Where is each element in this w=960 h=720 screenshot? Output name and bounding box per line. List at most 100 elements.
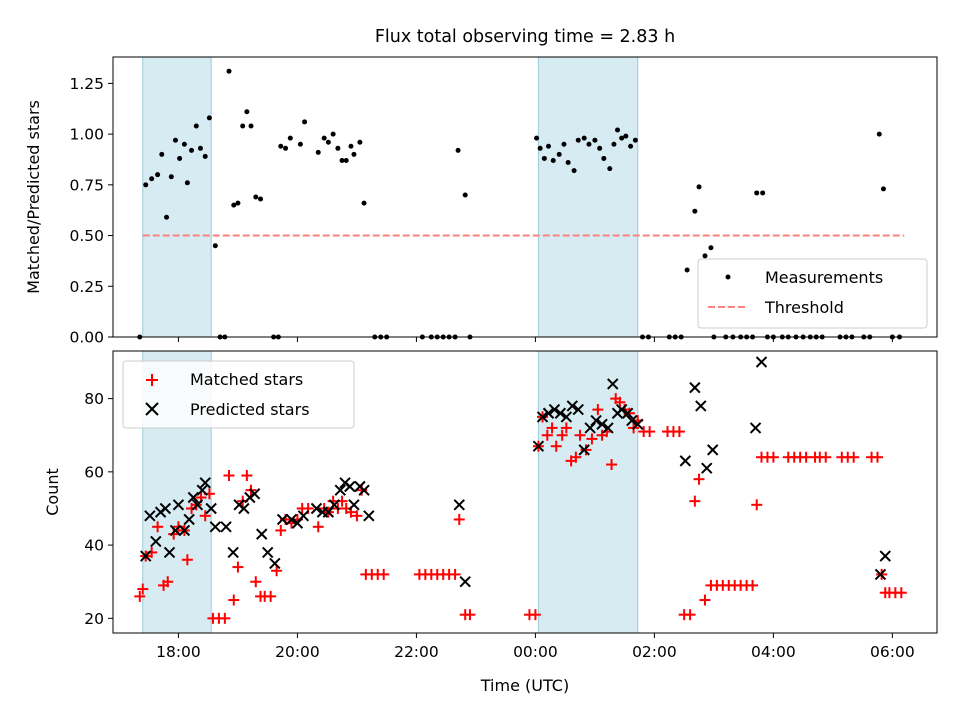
y-tick-label: 80 [84,390,104,408]
matched-star-point [592,404,604,416]
legend-label-measurements: Measurements [765,268,883,287]
x-tick-label: 02:00 [632,643,677,661]
matched-star-point [673,426,685,438]
measurement-point [561,141,567,147]
measurement-point [206,115,212,121]
measurement-point [283,145,289,151]
y-tick-label: 1.25 [69,75,104,93]
x-axis-ticks-top [177,337,893,342]
measurement-point [155,172,161,178]
measurement-point [315,149,321,155]
measurement-point [455,147,461,153]
predicted-star-point [596,418,608,430]
matched-star-point [453,513,465,525]
matched-star-point [219,612,231,624]
measurement-point [565,160,571,166]
predicted-star-point [749,422,762,434]
matched-star-point [751,499,763,511]
predicted-star-point [453,499,465,511]
measurement-point [181,141,187,147]
predicted-star-point [297,510,310,522]
matched-star-point [356,484,368,496]
matched-star-point [162,576,174,588]
matched-star-point [560,422,572,434]
matched-star-point [580,444,592,456]
measurement-point [615,127,621,133]
measurement-point [258,196,264,202]
predicted-star-point [261,546,274,559]
matched-star-point [181,554,193,566]
measurement-point [361,200,367,206]
matched-star-point [134,590,146,602]
measurement-point [556,151,562,157]
predicted-star-point [560,411,573,423]
plot-frame-bottom [112,350,938,634]
predicted-star-point [169,524,182,537]
measurement-point [302,119,308,125]
matched-star-point [250,576,262,588]
measurement-point [702,253,708,259]
measurement-point [339,157,345,163]
measurement-point [325,139,331,145]
predicted-star-point [144,510,156,522]
matched-star-point [546,422,558,434]
matched-star-point [529,609,541,621]
matched-star-point [606,459,618,471]
measurement-point [335,145,341,151]
measurement-point [632,137,638,143]
predicted-star-point [689,381,701,394]
predicted-star-point [363,510,375,522]
predicted-star-point [679,455,692,467]
matched-star-point [693,473,705,485]
matched-star-point [168,528,180,540]
predicted-star-point [626,414,638,427]
chart-title: Flux total observing time = 2.83 h [375,27,675,47]
predicted-star-point [310,502,323,515]
predicted-star-point [874,568,887,581]
matched-star-point [895,587,907,599]
y-tick-label: 0.50 [69,227,104,245]
measurement-point [684,267,690,273]
measurement-point [248,123,254,129]
matched-star-point [228,594,240,606]
x-axis-ticks-bottom: 18:00 20:00 22:00 00:00 02:00 04:00 06:00 [156,633,915,661]
measurement-point [462,192,468,198]
y-tick-label: 20 [84,610,104,628]
predicted-star-point [328,499,341,511]
predicted-star-point [607,378,619,390]
measurement-point [351,151,357,157]
measurement-point [586,141,592,147]
predicted-star-point [205,502,217,515]
measurement-point [550,157,556,163]
predicted-star-point [590,414,602,427]
matched-star-point [232,561,244,573]
measurement-point [611,141,617,147]
measurement-point [623,133,629,139]
measurement-point [537,145,543,151]
measurement-point [253,194,259,200]
predicted-star-point [706,444,719,456]
shaded-region-bot-1 [538,351,638,633]
bottom-panel: 20 40 60 80 18:00 20:00 22:00 00:00 02:00 04:00 0… [43,350,938,695]
measurement-point [592,137,598,143]
y-tick-label: 40 [84,537,104,555]
measurement-point [628,143,634,149]
measurement-point [571,168,577,174]
measurement-point [244,109,250,115]
predicted-star-point [199,477,211,489]
matched-star-point [312,521,324,533]
predicted-star-point [695,400,707,412]
matched-star-point [684,609,696,621]
legend-marker-measurements [725,274,731,280]
predicted-star-point [334,484,346,496]
matched-star-point [586,433,598,445]
matched-star-point [574,429,586,441]
y-axis-label-top: Matched/Predicted stars [24,100,43,294]
x-tick-label: 06:00 [870,643,915,661]
matched-star-point [767,451,779,463]
measurement-point [231,202,237,208]
matched-star-point [275,524,287,536]
y-axis-label-bottom: Count [43,468,62,516]
legend-top: Measurements Threshold [697,258,928,329]
predicted-star-point [209,521,222,533]
